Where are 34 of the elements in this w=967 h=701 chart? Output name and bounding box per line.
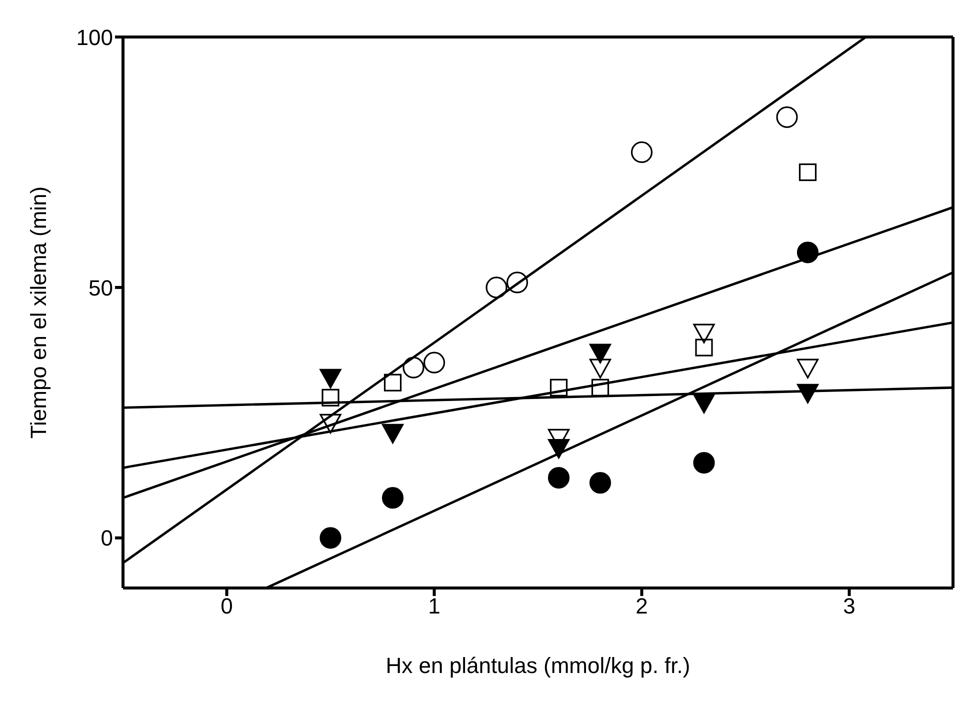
y-axis-title: Tiempo en el xilema (min): [26, 186, 51, 439]
point: [693, 452, 715, 474]
point: [382, 487, 404, 509]
point: [322, 388, 340, 406]
x-axis-title: Hx en plántulas (mmol/kg p. fr.): [386, 653, 690, 678]
point: [320, 368, 342, 388]
point: [630, 141, 653, 164]
x-tick-label: 1: [428, 594, 440, 619]
point: [798, 163, 817, 182]
point: [506, 272, 528, 294]
point: [591, 378, 610, 396]
point: [693, 324, 715, 344]
x-tick-label: 0: [220, 594, 233, 619]
point: [384, 374, 402, 392]
y-tick-label: 100: [76, 24, 113, 50]
x-tick-label: 2: [636, 594, 648, 619]
point: [402, 356, 424, 378]
point: [589, 358, 612, 378]
point: [589, 344, 612, 364]
point: [548, 467, 570, 489]
y-tick-label: 0: [100, 526, 113, 551]
point: [382, 424, 404, 444]
point: [693, 394, 715, 414]
point: [550, 378, 568, 396]
point: [486, 276, 508, 298]
point: [776, 106, 798, 128]
point: [589, 472, 612, 494]
point: [423, 352, 446, 374]
y-tick-label: 50: [88, 275, 113, 300]
point: [320, 527, 342, 549]
point: [796, 358, 819, 378]
point: [695, 338, 713, 356]
x-tick-label: 3: [843, 594, 856, 619]
point: [320, 414, 342, 434]
